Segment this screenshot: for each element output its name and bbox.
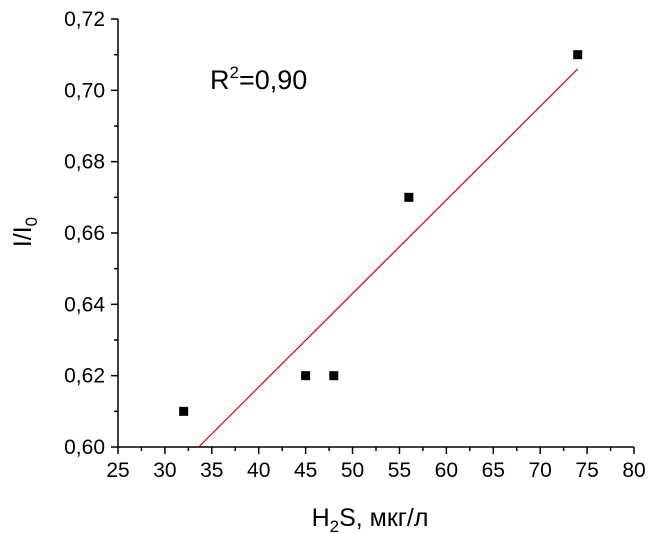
- x-tick-label: 80: [622, 459, 645, 482]
- ylabel-base: I/I: [9, 226, 37, 247]
- r-squared-annotation: R2=0,90: [210, 63, 307, 95]
- y-tick-label: 0,64: [64, 293, 105, 316]
- fit-line: [198, 68, 579, 448]
- x-tick-label: 55: [388, 459, 411, 482]
- xlabel-rest: S, мкг/л: [339, 504, 428, 532]
- x-tick-label: 40: [247, 459, 270, 482]
- x-tick-label: 70: [529, 459, 552, 482]
- x-tick-label: 25: [106, 459, 129, 482]
- y-tick-label: 0,70: [64, 79, 105, 102]
- y-tick-label: 0,72: [64, 8, 105, 31]
- axes: 25 30 35 40 45 50 55 60 65 70 75 80 0,60 0,62 0,64 0,66…: [64, 8, 646, 482]
- annotation-sup: 2: [230, 63, 239, 82]
- y-tick-label: 0,66: [64, 222, 105, 245]
- y-tick-label: 0,62: [64, 365, 105, 388]
- data-point: [573, 50, 583, 60]
- annotation-base: R: [210, 65, 230, 95]
- xlabel-base: H: [312, 504, 330, 532]
- data-point: [404, 192, 414, 202]
- annotation-rest: =0,90: [239, 65, 307, 95]
- x-axis-title: H2S, мкг/л: [312, 504, 429, 534]
- x-tick-label: 50: [341, 459, 364, 482]
- data-point: [329, 371, 339, 381]
- ylabel-sub: 0: [22, 217, 41, 226]
- y-axis-title: I/I0: [9, 217, 41, 247]
- xlabel-sub: 2: [330, 517, 339, 534]
- x-tick-label: 65: [482, 459, 505, 482]
- x-tick-label: 35: [200, 459, 223, 482]
- x-tick-label: 45: [294, 459, 317, 482]
- chart-marks: [179, 50, 583, 448]
- y-tick-label: 0,60: [64, 436, 105, 459]
- data-point: [301, 371, 311, 381]
- data-point: [179, 406, 189, 416]
- x-tick-label: 75: [575, 459, 598, 482]
- x-tick-label: 30: [153, 459, 176, 482]
- y-tick-label: 0,68: [64, 151, 105, 174]
- x-tick-label: 60: [435, 459, 458, 482]
